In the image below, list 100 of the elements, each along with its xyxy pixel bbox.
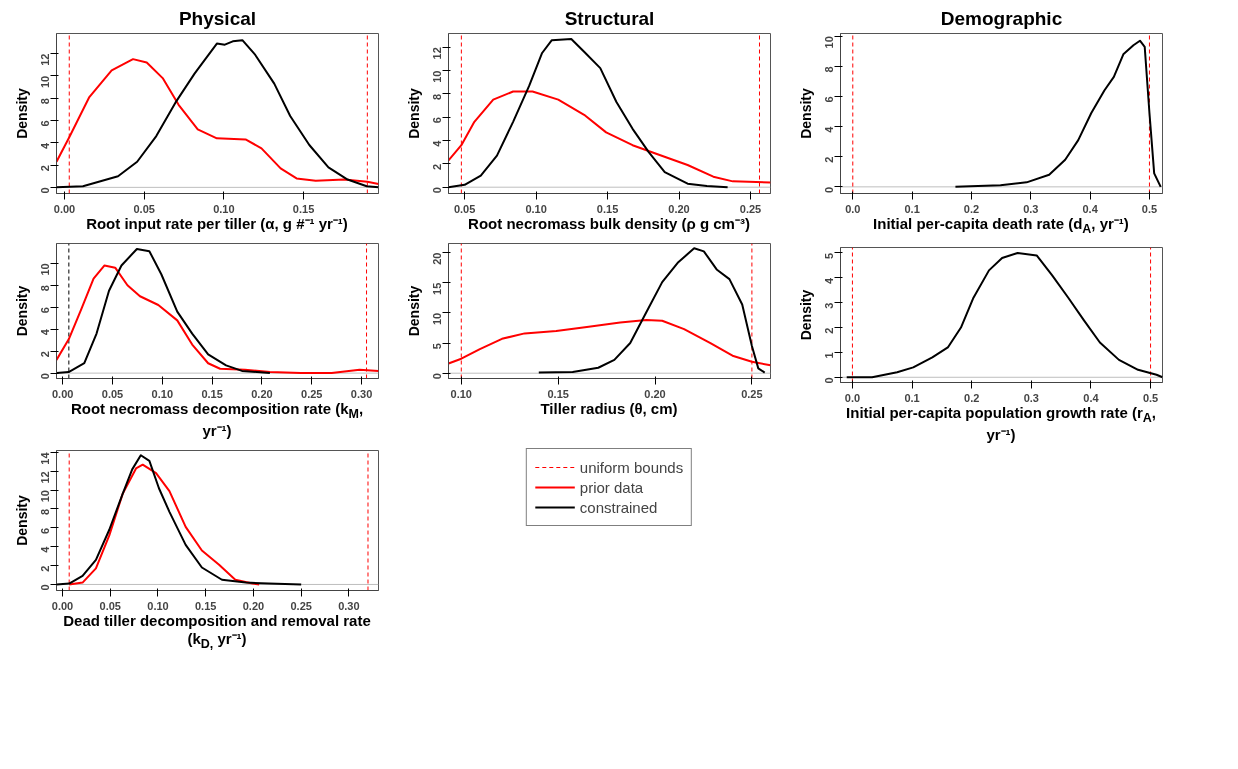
y-tick-label: 2	[823, 327, 836, 334]
x-tick-label: 0.4	[1082, 202, 1099, 215]
y-tick-label: 2	[431, 163, 444, 170]
y-tick-label: 10	[823, 36, 836, 49]
y-tick-label: 3	[823, 302, 836, 309]
y-tick-label: 12	[39, 471, 52, 484]
x-tick-label: 0.05	[101, 387, 124, 400]
y-axis-title: Density	[13, 495, 30, 546]
x-tick-label: 0.5	[1142, 391, 1159, 404]
chart-title: Physical	[178, 7, 257, 29]
y-axis-title: Density	[405, 285, 422, 337]
chart-title: Demographic	[940, 7, 1063, 29]
y-tick-label: 8	[39, 98, 52, 105]
x-tick-label: 0.05	[99, 599, 121, 612]
y-tick-label: 0	[823, 377, 836, 384]
x-tick-label: 0.00	[51, 599, 74, 612]
x-tick-label: 0.0	[845, 202, 861, 215]
x-tick-label: 0.20	[644, 387, 666, 400]
y-tick-label: 5	[823, 252, 836, 260]
y-tick-label: 0	[431, 187, 444, 194]
x-tick-label: 0.0	[844, 391, 861, 404]
y-tick-label: 2	[39, 165, 52, 172]
x-axis-title: Tiller radius (θ, cm)	[540, 400, 678, 418]
x-tick-label: 0.10	[151, 387, 174, 400]
text: Initial per-capita population growth rate (r$_{A}$, yr⁻¹)	[846, 404, 1156, 443]
x-tick-label: 0.00	[51, 387, 74, 400]
x-tick-label: 0.10	[147, 599, 169, 612]
x-axis-title: Dead tiller decomposition and removal rate (k$_{D,}$ yr⁻¹)	[62, 612, 372, 652]
y-tick-label: 4	[39, 545, 52, 553]
x-tick-label: 0.20	[242, 599, 265, 612]
x-tick-label: 0.00	[53, 202, 76, 215]
x-axis-title: Root necromass bulk density (ρ g cm⁻³)	[468, 215, 750, 233]
x-tick-label: 0.30	[338, 599, 360, 612]
y-tick-label: 4	[39, 141, 52, 149]
y-tick-label: 0	[39, 187, 52, 194]
y-tick-label: 8	[823, 66, 836, 73]
y-tick-label: 12	[431, 47, 444, 60]
x-tick-label: 0.2	[963, 202, 980, 215]
y-tick-label: 1	[823, 352, 836, 359]
x-tick-label: 0.20	[668, 202, 690, 215]
chart-title: Structural	[564, 7, 655, 29]
y-tick-label: 14	[39, 451, 52, 465]
y-tick-label: 10	[39, 75, 52, 89]
x-axis-title: Root input rate per tiller (α, g #⁻¹ yr⁻¹)	[86, 215, 348, 233]
y-tick-label: 2	[39, 565, 52, 572]
y-tick-label: 0	[39, 373, 52, 380]
legend-label: uniform bounds	[579, 458, 684, 476]
y-axis-title: Density	[13, 88, 30, 139]
legend-label: constrained	[579, 498, 658, 516]
y-tick-label: 8	[431, 93, 444, 100]
y-axis-title: Density	[13, 285, 30, 337]
y-tick-label: 20	[431, 252, 444, 265]
x-tick-label: 0.10	[525, 202, 547, 215]
x-tick-label: 0.25	[741, 387, 763, 400]
y-tick-label: 4	[431, 139, 444, 147]
x-tick-label: 0.15	[195, 599, 217, 612]
x-tick-label: 0.25	[301, 387, 323, 400]
y-tick-label: 0	[431, 373, 444, 380]
y-tick-label: 2	[39, 351, 52, 358]
x-tick-label: 0.25	[290, 599, 312, 612]
x-tick-label: 0.1	[904, 202, 920, 215]
x-tick-label: 0.15	[547, 387, 569, 400]
y-tick-label: 0	[39, 584, 52, 591]
y-axis-title: Density	[405, 88, 422, 139]
y-tick-label: 10	[431, 312, 444, 326]
x-tick-label: 0.1	[904, 391, 920, 404]
y-tick-label: 8	[39, 508, 52, 516]
y-tick-label: 0	[823, 186, 836, 193]
y-tick-label: 10	[431, 70, 444, 83]
y-tick-label: 6	[823, 96, 836, 103]
x-tick-label: 0.05	[453, 202, 476, 215]
x-tick-label: 0.15	[292, 202, 315, 215]
y-tick-label: 6	[431, 117, 444, 124]
text: Root necromass decomposition rate (k$_{M}$, yr⁻¹)	[70, 400, 364, 439]
x-tick-label: 0.10	[450, 387, 472, 400]
x-tick-label: 0.3	[1023, 391, 1039, 404]
y-tick-label: 8	[39, 285, 52, 292]
x-tick-label: 0.2	[964, 391, 980, 404]
y-tick-label: 10	[39, 490, 52, 503]
y-tick-label: 12	[39, 53, 52, 66]
y-tick-label: 6	[39, 527, 52, 534]
x-tick-label: 0.15	[596, 202, 619, 215]
y-tick-label: 15	[431, 282, 444, 295]
x-tick-label: 0.15	[201, 387, 223, 400]
y-axis-title: Density	[797, 289, 814, 341]
x-tick-label: 0.3	[1023, 202, 1039, 215]
x-tick-label: 0.5	[1141, 202, 1158, 215]
y-tick-label: 10	[39, 263, 52, 276]
x-tick-label: 0.4	[1083, 391, 1100, 404]
x-tick-label: 0.05	[133, 202, 155, 215]
y-tick-label: 2	[823, 156, 836, 163]
y-tick-label: 4	[823, 276, 836, 284]
legend-label: prior data	[579, 478, 644, 496]
y-tick-label: 6	[39, 307, 52, 314]
x-tick-label: 0.25	[739, 202, 762, 215]
x-axis-title: Initial per-capita death rate (d$_{A}$, yr⁻¹)	[873, 215, 1129, 237]
y-tick-label: 6	[39, 120, 52, 127]
y-tick-label: 4	[39, 328, 52, 336]
y-axis-title: Density	[797, 88, 814, 139]
x-tick-label: 0.20	[251, 387, 273, 400]
